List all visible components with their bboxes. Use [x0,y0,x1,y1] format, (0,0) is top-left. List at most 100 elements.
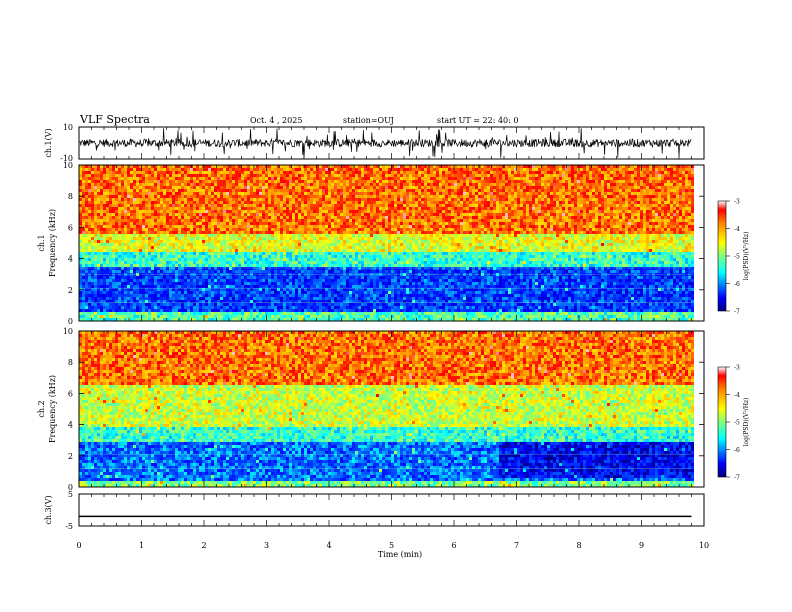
spec1-cell [613,180,616,183]
spec1-cell [241,180,244,183]
spec1-cell [196,210,199,213]
spec1-cell [523,225,526,228]
spec1-cell [202,201,205,204]
spec1-cell [448,180,451,183]
spec1-cell [331,198,334,201]
spec1-cell [445,177,448,180]
spec1-cell [634,234,637,237]
spec1-cell [316,189,319,192]
spec1-cell [556,222,559,225]
spec1-cell [352,192,355,195]
spec1-cell [172,189,175,192]
spec1-cell [241,228,244,231]
spec1-cell [493,204,496,207]
spec1-cell [403,234,406,237]
spec1-cell [574,201,577,204]
spec1-cell [112,201,115,204]
spec1-cell [589,228,592,231]
spec1-cell [598,189,601,192]
spec1-cell [523,180,526,183]
spec1-cell [430,180,433,183]
spec1-cell [499,216,502,219]
spec1-cell [532,213,535,216]
spec1-cell [505,192,508,195]
spec1-cell [616,183,619,186]
spec1-cell [604,195,607,198]
spec1-cell [202,180,205,183]
spec1-cell [265,213,268,216]
spec1-cell [685,231,688,234]
spec1-cell [574,183,577,186]
spec1-cell [298,174,301,177]
spec1-cell [313,177,316,180]
spec1-cell [205,198,208,201]
spec1-cell [562,189,565,192]
spec1-cell [535,204,538,207]
spec1-cell [97,171,100,174]
spec1-cell [259,231,262,234]
spec1-cell [352,231,355,234]
spec1-cell [259,174,262,177]
spec1-cell [226,225,229,228]
spec1-cell [283,210,286,213]
spec1-cell [487,186,490,189]
spec1-cell [232,201,235,204]
spec1-cell [337,177,340,180]
spec1-cell [340,228,343,231]
spec1-cell [199,201,202,204]
spec1-cell [322,174,325,177]
spec1-cell [535,171,538,174]
spec1-cell [148,219,151,222]
spec1-cell [172,234,175,237]
spec1-cell [226,231,229,234]
spec1-cell [106,198,109,201]
spec1-cell [175,234,178,237]
spec1-cell [583,198,586,201]
spec1-cell [214,192,217,195]
spec1-cell [481,222,484,225]
spec1-cell [220,174,223,177]
spec1-cell [589,201,592,204]
spec1-cell [571,216,574,219]
spec1-cell [691,201,694,204]
spec1-cell [94,198,97,201]
spec1-cell [346,198,349,201]
spec1-cell [376,186,379,189]
spec1-cell [265,219,268,222]
spec1-cell [85,180,88,183]
spec1-cell [304,225,307,228]
spec1-cell [478,210,481,213]
spec1-cell [457,228,460,231]
spec1-cell [175,225,178,228]
spec1-cell [319,195,322,198]
spec1-cell [97,204,100,207]
spec1-cell [667,183,670,186]
spec1-cell [667,234,670,237]
spec1-cell [265,207,268,210]
spec1-cell [490,168,493,171]
spec1-cell [496,171,499,174]
spec1-cell [514,204,517,207]
spec1-cell [259,177,262,180]
spec1-cell [388,222,391,225]
spec1-cell [526,231,529,234]
spec1-cell [601,201,604,204]
spec1-cell [487,171,490,174]
spec1-cell [325,180,328,183]
spec1-cell [409,177,412,180]
spec1-cell [508,210,511,213]
spec1-cell [664,183,667,186]
spec1-cell [100,234,103,237]
spec1-cell [373,186,376,189]
spec1-cell [373,195,376,198]
spec1-cell [343,195,346,198]
spec1-cell [94,180,97,183]
spec1-cell [319,186,322,189]
spec1-cell [478,192,481,195]
spec1-cell [250,204,253,207]
spec1-cell [184,171,187,174]
spec1-cell [637,234,640,237]
spec1-cell [538,207,541,210]
spec1-cell [292,195,295,198]
spec1-cell [370,192,373,195]
